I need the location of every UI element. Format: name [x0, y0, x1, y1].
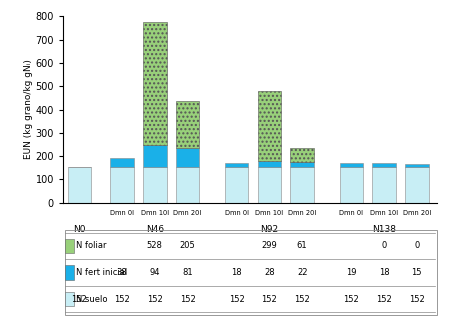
Text: 152: 152: [294, 295, 310, 304]
Bar: [290, 148, 314, 162]
Text: Dmn 10l: Dmn 10l: [370, 210, 398, 216]
Text: 299: 299: [261, 241, 277, 250]
Bar: [372, 163, 396, 167]
Text: 18: 18: [379, 268, 389, 277]
Text: 205: 205: [180, 241, 195, 250]
Bar: [290, 167, 314, 203]
Text: 152: 152: [261, 295, 277, 304]
Text: 81: 81: [182, 268, 193, 277]
Text: 152: 152: [376, 295, 392, 304]
Bar: [65, 265, 74, 280]
Bar: [257, 161, 281, 167]
Bar: [176, 167, 199, 203]
Text: N foliar: N foliar: [76, 241, 107, 250]
Bar: [110, 167, 134, 203]
Bar: [405, 167, 429, 203]
Bar: [372, 167, 396, 203]
Text: Dmn 20l: Dmn 20l: [403, 210, 431, 216]
Bar: [225, 167, 248, 203]
Bar: [257, 167, 281, 203]
Y-axis label: EUN (kg grano/kg gNᵢ): EUN (kg grano/kg gNᵢ): [24, 60, 33, 160]
Text: 152: 152: [114, 295, 130, 304]
Text: 94: 94: [149, 268, 160, 277]
Bar: [65, 292, 74, 306]
Text: 152: 152: [229, 295, 244, 304]
Text: 152: 152: [147, 295, 162, 304]
Text: Dmn 20l: Dmn 20l: [288, 210, 316, 216]
Bar: [405, 164, 429, 167]
Bar: [225, 163, 248, 167]
Text: Dmn 0l: Dmn 0l: [225, 210, 249, 216]
Text: 152: 152: [343, 295, 359, 304]
Text: N0: N0: [73, 225, 86, 234]
Text: Dmn 10l: Dmn 10l: [141, 210, 169, 216]
Text: 152: 152: [72, 295, 87, 304]
Text: N138: N138: [372, 225, 396, 234]
Text: 0: 0: [382, 241, 387, 250]
Text: 19: 19: [346, 268, 356, 277]
Text: 528: 528: [147, 241, 162, 250]
Text: Dmn 20l: Dmn 20l: [173, 210, 202, 216]
Bar: [339, 163, 363, 167]
Text: 38: 38: [117, 268, 127, 277]
Bar: [176, 101, 199, 148]
Bar: [257, 91, 281, 161]
Text: Dmn 0l: Dmn 0l: [339, 210, 363, 216]
Text: 28: 28: [264, 268, 274, 277]
Text: N46: N46: [146, 225, 164, 234]
Text: N suelo: N suelo: [76, 295, 108, 304]
Bar: [290, 162, 314, 167]
Text: N92: N92: [261, 225, 279, 234]
Text: 152: 152: [180, 295, 195, 304]
Bar: [143, 167, 166, 203]
Text: 0: 0: [414, 241, 419, 250]
Text: N fert inicial: N fert inicial: [76, 268, 127, 277]
Text: 15: 15: [412, 268, 422, 277]
Bar: [339, 167, 363, 203]
Bar: [176, 148, 199, 167]
Text: 18: 18: [231, 268, 242, 277]
Bar: [65, 239, 74, 253]
Text: 61: 61: [297, 241, 307, 250]
Text: Dmn 10l: Dmn 10l: [255, 210, 284, 216]
Bar: [68, 167, 91, 203]
Text: 152: 152: [409, 295, 425, 304]
Bar: [110, 159, 134, 167]
Text: Dmn 0l: Dmn 0l: [110, 210, 134, 216]
Bar: [143, 23, 166, 146]
Text: 22: 22: [297, 268, 307, 277]
Bar: [143, 146, 166, 167]
